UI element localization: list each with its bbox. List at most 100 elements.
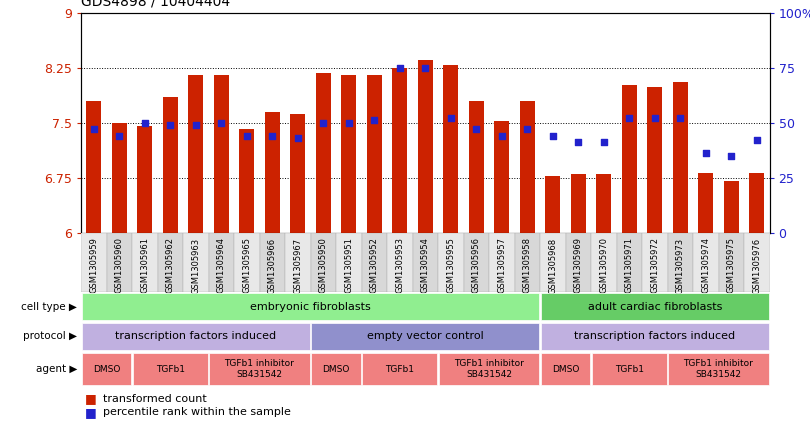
Bar	[540, 294, 769, 320]
Bar	[514, 233, 540, 292]
Text: GSM1305957: GSM1305957	[497, 237, 506, 294]
Bar	[667, 233, 693, 292]
Bar	[188, 75, 203, 233]
Bar	[570, 174, 586, 233]
Bar	[86, 101, 101, 233]
Bar	[642, 233, 667, 292]
Bar	[565, 233, 591, 292]
Text: percentile rank within the sample: percentile rank within the sample	[103, 407, 291, 418]
Text: TGFb1: TGFb1	[615, 365, 644, 374]
Bar	[209, 353, 310, 385]
Point	[597, 139, 610, 146]
Bar	[668, 353, 769, 385]
Text: GSM1305954: GSM1305954	[420, 237, 430, 293]
Text: GDS4898 / 10404404: GDS4898 / 10404404	[81, 0, 230, 8]
Bar	[311, 323, 539, 349]
Text: GSM1305973: GSM1305973	[676, 237, 684, 294]
Text: GSM1305972: GSM1305972	[650, 237, 659, 294]
Text: GSM1305962: GSM1305962	[166, 237, 175, 294]
Bar	[316, 73, 331, 233]
Text: GSM1305955: GSM1305955	[446, 237, 455, 293]
Bar	[310, 233, 336, 292]
Text: GSM1305951: GSM1305951	[344, 237, 353, 293]
Bar	[463, 233, 489, 292]
Bar	[234, 233, 259, 292]
Text: adult cardiac fibroblasts: adult cardiac fibroblasts	[587, 302, 722, 312]
Bar	[132, 233, 157, 292]
Text: GSM1305966: GSM1305966	[268, 237, 277, 294]
Point	[750, 137, 763, 144]
Bar	[443, 66, 458, 233]
Bar	[163, 97, 178, 233]
Point	[394, 64, 407, 71]
Bar	[362, 353, 437, 385]
Point	[546, 132, 559, 139]
Bar	[82, 323, 310, 349]
Bar	[540, 233, 565, 292]
Bar	[591, 353, 667, 385]
Point	[113, 132, 126, 139]
Bar	[596, 174, 612, 233]
Point	[292, 135, 305, 141]
Text: ■: ■	[85, 393, 97, 405]
Bar	[82, 294, 539, 320]
Bar	[412, 233, 438, 292]
Text: GSM1305964: GSM1305964	[217, 237, 226, 294]
Text: GSM1305953: GSM1305953	[395, 237, 404, 294]
Bar	[112, 123, 127, 233]
Point	[725, 152, 738, 159]
Bar	[259, 233, 285, 292]
Point	[87, 126, 100, 133]
Text: GSM1305950: GSM1305950	[319, 237, 328, 293]
Point	[470, 126, 483, 133]
Bar	[494, 121, 509, 233]
Bar	[545, 176, 561, 233]
Point	[190, 121, 202, 128]
Point	[674, 115, 687, 122]
Point	[444, 115, 457, 122]
Point	[521, 126, 534, 133]
Bar	[672, 82, 688, 233]
Bar	[341, 75, 356, 233]
Bar	[285, 233, 310, 292]
Point	[648, 115, 661, 122]
Bar	[387, 233, 412, 292]
Text: GSM1305971: GSM1305971	[625, 237, 633, 294]
Bar	[540, 323, 769, 349]
Point	[495, 132, 508, 139]
Bar	[361, 233, 387, 292]
Text: GSM1305967: GSM1305967	[293, 237, 302, 294]
Bar	[214, 75, 229, 233]
Bar	[208, 233, 234, 292]
Text: GSM1305976: GSM1305976	[752, 237, 761, 294]
Bar	[137, 126, 152, 233]
Bar	[290, 114, 305, 233]
Text: GSM1305969: GSM1305969	[573, 237, 582, 294]
Bar	[367, 75, 382, 233]
Bar	[81, 233, 106, 292]
Text: GSM1305968: GSM1305968	[548, 237, 557, 294]
Point	[572, 139, 585, 146]
Text: GSM1305965: GSM1305965	[242, 237, 251, 294]
Text: TGFb1 inhibitor
SB431542: TGFb1 inhibitor SB431542	[224, 360, 295, 379]
Bar	[489, 233, 514, 292]
Text: GSM1305958: GSM1305958	[522, 237, 531, 294]
Text: GSM1305974: GSM1305974	[701, 237, 710, 294]
Text: transcription factors induced: transcription factors induced	[115, 331, 276, 341]
Bar	[693, 233, 718, 292]
Bar	[621, 85, 637, 233]
Text: GSM1305960: GSM1305960	[115, 237, 124, 294]
Text: ■: ■	[85, 406, 97, 419]
Text: DMSO: DMSO	[93, 365, 120, 374]
Text: GSM1305956: GSM1305956	[471, 237, 481, 294]
Text: TGFb1 inhibitor
SB431542: TGFb1 inhibitor SB431542	[454, 360, 524, 379]
Bar	[157, 233, 183, 292]
Bar	[519, 101, 535, 233]
Bar	[336, 233, 361, 292]
Text: TGFb1: TGFb1	[156, 365, 185, 374]
Bar	[616, 233, 642, 292]
Bar	[265, 112, 280, 233]
Point	[164, 121, 177, 128]
Text: TGFb1 inhibitor
SB431542: TGFb1 inhibitor SB431542	[684, 360, 753, 379]
Text: GSM1305963: GSM1305963	[191, 237, 200, 294]
